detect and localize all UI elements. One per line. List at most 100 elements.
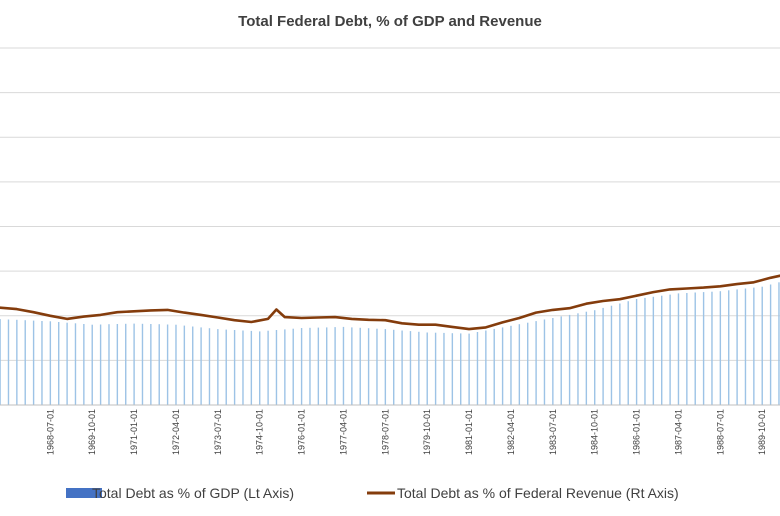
debt-gdp-bar: [267, 330, 269, 405]
debt-revenue-line: [0, 274, 780, 331]
debt-gdp-bar: [476, 332, 479, 405]
x-tick-label: 1981-01-01: [464, 409, 474, 455]
debt-gdp-bar: [778, 282, 780, 405]
debt-gdp-bar: [217, 329, 219, 405]
legend-swatch-bar: [66, 488, 102, 498]
debt-gdp-bar: [74, 323, 77, 405]
debt-gdp-bar: [761, 286, 763, 405]
debt-gdp-bar: [351, 327, 353, 405]
debt-gdp-bar: [644, 297, 646, 405]
debt-gdp-bar: [694, 292, 696, 405]
debt-gdp-bar: [41, 321, 43, 405]
debt-gdp-bar: [225, 329, 227, 405]
debt-gdp-bar: [376, 328, 378, 405]
debt-gdp-bar: [769, 284, 772, 405]
debt-gdp-bar: [744, 288, 747, 405]
debt-gdp-bar: [577, 313, 579, 405]
debt-gdp-bar: [141, 323, 144, 405]
debt-gdp-bar: [610, 305, 613, 405]
debt-gdp-bar: [686, 293, 688, 405]
debt-gdp-bar: [259, 331, 261, 405]
debt-gdp-bar: [0, 319, 1, 405]
debt-gdp-bar: [133, 323, 135, 405]
x-tick-label: 1988-07-01: [715, 409, 725, 455]
debt-gdp-bar: [543, 319, 546, 405]
debt-gdp-bar: [652, 296, 655, 405]
debt-gdp-bar: [32, 320, 35, 405]
debt-gdp-bar: [677, 293, 680, 405]
debt-gdp-bar: [24, 320, 26, 405]
debt-gdp-bar: [233, 330, 236, 405]
x-tick-label: 1979-10-01: [422, 409, 432, 455]
debt-gdp-bar: [116, 324, 119, 405]
debt-gdp-bar: [485, 330, 487, 405]
debt-gdp-bar: [585, 311, 588, 405]
debt-gdp-bar: [602, 307, 604, 405]
debt-gdp-bar: [568, 314, 571, 405]
debt-gdp-bar: [7, 319, 10, 405]
x-tick-label: 1972-04-01: [171, 409, 181, 455]
debt-gdp-bar: [468, 333, 470, 405]
x-tick-label: 1984-10-01: [590, 409, 600, 455]
debt-gdp-bar: [560, 316, 562, 405]
debt-gdp-bar: [728, 290, 730, 405]
x-tick-label: 1982-04-01: [506, 409, 516, 455]
debt-gdp-bar: [83, 324, 85, 405]
debt-gdp-bar: [401, 330, 403, 405]
debt-gdp-bar: [719, 291, 722, 405]
debt-gdp-bar: [711, 291, 713, 405]
debt-gdp-bar: [125, 323, 127, 405]
x-tick-label: 1971-01-01: [129, 409, 139, 455]
debt-gdp-bar: [208, 328, 211, 405]
x-tick-label: 1983-07-01: [548, 409, 558, 455]
debt-gdp-bar: [166, 324, 169, 405]
debt-gdp-bar: [451, 333, 454, 405]
debt-gdp-bar: [309, 327, 311, 405]
debt-gdp-bar: [418, 331, 420, 405]
debt-gdp-bar: [702, 292, 705, 405]
debt-gdp-bar: [66, 322, 68, 405]
debt-gdp-bar: [661, 295, 663, 405]
debt-gdp-bar: [91, 324, 93, 405]
debt-gdp-bar: [510, 325, 512, 405]
debt-gdp-bar: [535, 321, 537, 405]
debt-gdp-bar: [426, 332, 428, 405]
debt-gdp-bar: [108, 324, 110, 405]
debt-gdp-bar: [275, 330, 278, 405]
debt-gdp-bar: [367, 328, 370, 405]
debt-gdp-bar: [150, 324, 152, 405]
debt-gdp-bar: [552, 318, 554, 405]
debt-gdp-bar: [58, 322, 60, 405]
x-tick-label: 1977-04-01: [338, 409, 348, 455]
debt-gdp-bar: [192, 326, 194, 405]
legend-label-bar: Total Debt as % of GDP (Lt Axis): [92, 485, 294, 501]
x-tick-label: 1973-07-01: [213, 409, 223, 455]
debt-gdp-bar: [393, 329, 395, 405]
debt-gdp-bar: [359, 327, 361, 405]
debt-gdp-bar: [619, 303, 621, 405]
debt-gdp-bar: [16, 319, 18, 405]
debt-gdp-bar: [384, 329, 387, 405]
debt-gdp-bar: [317, 327, 320, 405]
debt-gdp-bar: [635, 299, 638, 405]
x-tick-label: 1986-01-01: [632, 409, 642, 455]
debt-gdp-bar: [49, 321, 52, 405]
debt-revenue-line-path: [0, 274, 780, 331]
debt-gdp-bar: [250, 330, 253, 405]
debt-gdp-bar: [409, 331, 412, 405]
gridlines: [0, 47, 780, 361]
x-tick-label: 1969-10-01: [87, 409, 97, 455]
x-tick-label: 1968-07-01: [45, 409, 55, 455]
debt-gdp-bar: [292, 328, 294, 405]
debt-gdp-bar: [460, 333, 462, 405]
legend-label-line: Total Debt as % of Federal Revenue (Rt A…: [397, 485, 679, 501]
debt-gdp-bar: [493, 328, 495, 405]
x-tick-label: 1974-10-01: [255, 409, 265, 455]
debt-gdp-bar: [242, 330, 244, 405]
debt-gdp-bar: [443, 332, 445, 405]
debt-gdp-bar: [501, 327, 504, 405]
debt-gdp-bar: [527, 322, 529, 405]
x-tick-labels: 1968-07-01 1969-10-01 1971-01-01 1972-04-01…: [45, 409, 767, 455]
debt-gdp-bar: [300, 328, 303, 405]
